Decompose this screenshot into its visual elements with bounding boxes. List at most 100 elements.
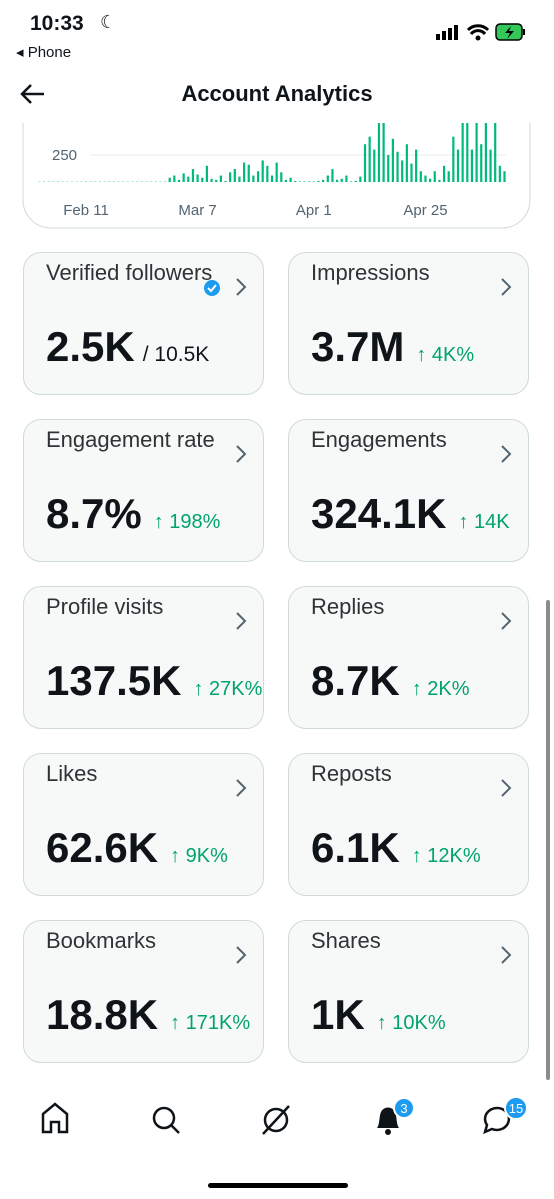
- x-tick-label: Apr 1: [296, 202, 332, 219]
- bar: [410, 163, 413, 182]
- bar: [401, 160, 404, 182]
- verified-check: [207, 284, 217, 293]
- bar: [266, 165, 269, 182]
- bar: [252, 175, 255, 182]
- bar: [317, 180, 320, 182]
- metric-card[interactable]: Verified followers 2.5K / 10.5K: [23, 252, 264, 395]
- back-app-label: Phone: [27, 44, 72, 61]
- metric-title: Engagement rate: [46, 427, 215, 452]
- bar: [336, 179, 339, 182]
- bar: [201, 177, 204, 182]
- bar: [280, 172, 283, 182]
- bar: [224, 180, 227, 182]
- bar: [308, 181, 311, 182]
- bar: [196, 174, 199, 182]
- bar: [229, 172, 232, 182]
- bar: [187, 176, 190, 182]
- bar: [182, 173, 185, 182]
- chevron: [501, 445, 512, 463]
- bar: [405, 144, 408, 182]
- bar: [498, 165, 501, 182]
- y-tick-label: 250: [52, 147, 77, 164]
- metric-value: 6.1K: [311, 824, 400, 871]
- metric-value-row: 3.7M ↑ 4K%: [311, 323, 474, 371]
- messages-badge: 15: [509, 1101, 523, 1116]
- x-tick-label: Feb 11: [63, 202, 109, 219]
- bar: [419, 171, 422, 182]
- back-button[interactable]: [18, 80, 48, 108]
- chart-card: [22, 118, 531, 229]
- metric-card[interactable]: Impressions 3.7M ↑ 4K%: [288, 252, 529, 395]
- metric-title: Shares: [311, 928, 381, 953]
- bar: [219, 175, 222, 182]
- chevron: [501, 779, 512, 797]
- card-icons: [501, 445, 512, 463]
- metric-title: Impressions: [311, 260, 430, 285]
- metric-value-row: 6.1K ↑ 12K%: [311, 824, 481, 872]
- metric-value: 8.7%: [46, 490, 142, 537]
- bar: [215, 179, 218, 182]
- metric-title: Replies: [311, 594, 385, 619]
- metric-change: ↑ 9K%: [170, 845, 228, 867]
- bar: [456, 149, 460, 182]
- bar: [438, 179, 441, 182]
- back-app[interactable]: ◂ Phone: [16, 43, 71, 61]
- bar: [373, 149, 376, 182]
- card-icons: [204, 278, 247, 296]
- metric-card[interactable]: Reposts 6.1K ↑ 12K%: [288, 753, 529, 896]
- metric-title: Verified followers: [46, 260, 213, 285]
- card-icons: [236, 946, 247, 964]
- metric-title: Likes: [46, 761, 98, 786]
- bar: [377, 123, 381, 182]
- metric-card[interactable]: Engagements 324.1K ↑ 14K: [288, 419, 529, 562]
- notifications-badge: 3: [400, 1101, 407, 1116]
- search-tab[interactable]: [152, 1106, 180, 1134]
- grok-tab[interactable]: [262, 1105, 290, 1135]
- bar: [363, 144, 367, 182]
- metric-change: ↑ 14K: [458, 511, 510, 533]
- messages-tab[interactable]: 15: [483, 1096, 528, 1135]
- bar: [391, 138, 394, 182]
- x-tick-label: Apr 25: [403, 202, 447, 219]
- page-title: Account Analytics: [181, 81, 373, 106]
- bar: [415, 149, 418, 182]
- metric-change: ↑ 2K%: [411, 678, 470, 700]
- bar: [294, 180, 297, 182]
- bar: [177, 179, 181, 182]
- metric-change: ↑ 171K%: [170, 1012, 251, 1034]
- bar: [345, 175, 348, 182]
- metric-value-row: 8.7K ↑ 2K%: [311, 657, 470, 705]
- metric-card[interactable]: Engagement rate 8.7% ↑ 198%: [23, 419, 264, 562]
- metric-card[interactable]: Shares 1K ↑ 10K%: [288, 920, 529, 1063]
- bar: [480, 144, 483, 182]
- metric-card[interactable]: Profile visits 137.5K ↑ 27K%: [23, 586, 264, 729]
- bar: [433, 171, 436, 182]
- bar: [168, 177, 171, 182]
- bar: [424, 175, 427, 182]
- metric-card[interactable]: Replies 8.7K ↑ 2K%: [288, 586, 529, 729]
- bar: [303, 181, 306, 182]
- metric-value: 62.6K: [46, 824, 159, 871]
- scrollbar: [546, 600, 550, 1080]
- metric-value-row: 18.8K ↑ 171K%: [46, 991, 250, 1039]
- chevron: [236, 779, 247, 797]
- notifications-tab[interactable]: 3: [377, 1097, 415, 1135]
- home-tab[interactable]: [41, 1102, 69, 1134]
- bar: [322, 179, 325, 182]
- metric-value: 324.1K: [311, 490, 447, 537]
- metric-value-row: 1K ↑ 10K%: [311, 991, 446, 1039]
- home-indicator: [208, 1183, 348, 1188]
- metric-change: ↑ 10K%: [376, 1012, 446, 1034]
- metric-card[interactable]: Likes 62.6K ↑ 9K%: [23, 753, 264, 896]
- card-icons: [236, 779, 247, 797]
- bar: [359, 176, 362, 182]
- bar: [489, 149, 492, 182]
- metric-card[interactable]: Bookmarks 18.8K ↑ 171K%: [23, 920, 264, 1063]
- metric-value: 8.7K: [311, 657, 400, 704]
- bar: [494, 123, 497, 182]
- metric-change: ↑ 4K%: [416, 344, 475, 366]
- metric-value: 2.5K: [46, 323, 135, 370]
- x-tick-label: Mar 7: [178, 202, 216, 219]
- bar: [312, 181, 315, 182]
